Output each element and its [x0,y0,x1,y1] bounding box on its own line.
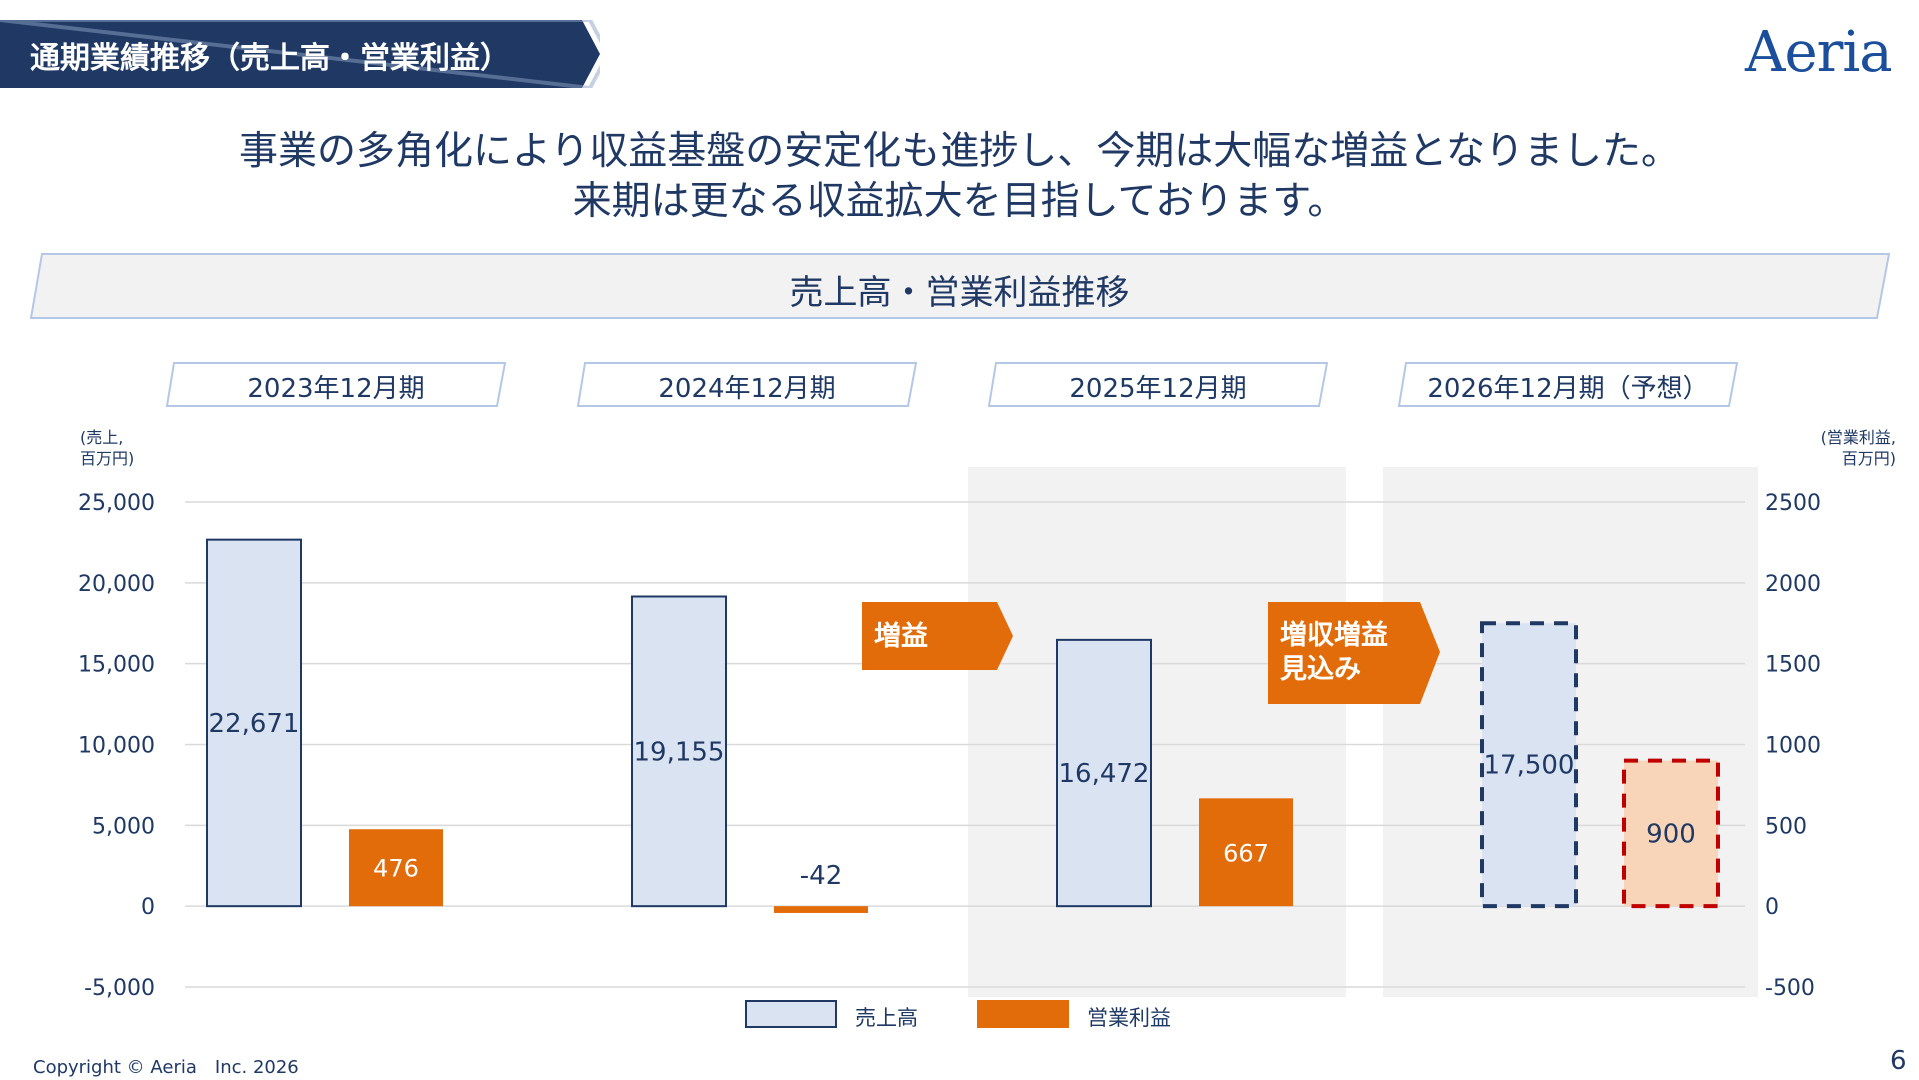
left-axis-unit: (売上, 百万円) [80,427,134,469]
profit-data-label: 900 [1646,819,1696,849]
legend-profit-label: 営業利益 [1087,1006,1171,1030]
left-axis-tick-label: 5,000 [92,814,155,839]
callout-label: 見込み [1280,654,1361,685]
sales-bar [631,595,727,908]
legend-sales-swatch [745,1000,837,1028]
profit-bar [774,906,868,913]
profit-bar [1622,758,1720,909]
headline-line-2: 来期は更なる収益拡大を目指しております。 [572,179,1347,224]
right-axis-unit-line2: 百万円) [1841,449,1896,468]
period-header-box [577,362,917,407]
right-axis-tick-label: 2500 [1765,491,1821,516]
period-header-2023: 2023年12月期 [247,374,425,404]
page-number: 6 [1890,1046,1907,1076]
callout-arrow [1268,602,1440,704]
sales-data-label: 16,472 [1059,759,1150,789]
right-axis-tick-label: 2000 [1765,572,1821,597]
right-axis-tick-label: 500 [1765,814,1807,839]
copyright: Copyright © Aeria Inc. 2026 [33,1057,299,1078]
legend-sales-label: 売上高 [855,1006,918,1030]
legend-profit-swatch [977,1000,1069,1028]
profit-bar [349,829,443,907]
left-axis-tick-label: 10,000 [78,734,155,759]
callout-arrow [862,602,1013,670]
period-header-2024: 2024年12月期 [658,374,836,404]
left-axis-tick-label: 15,000 [78,653,155,678]
headline-line-1: 事業の多角化により収益基盤の安定化も進捗し、今期は大幅な増益となりました。 [238,129,1681,174]
profit-data-label: 476 [373,855,419,883]
sales-data-label: 22,671 [209,709,300,739]
section-title: 通期業績推移（売上高・営業利益） [30,41,510,76]
left-axis-unit-line2: 百万円) [80,449,135,468]
left-axis-unit-line1: (売上, [80,428,124,447]
right-axis-tick-label: -500 [1765,976,1815,1001]
section-title-tab [0,20,600,88]
period-header-2025: 2025年12月期 [1069,374,1247,404]
profit-bar [1199,798,1293,907]
sales-bar [1056,638,1152,908]
highlight-column [968,467,1346,997]
sales-bar [206,538,302,908]
left-axis-tick-label: 0 [141,895,155,920]
period-header-2026: 2026年12月期（予想） [1427,374,1709,404]
right-axis-unit-line1: (営業利益, [1820,428,1896,447]
left-axis-tick-label: 25,000 [78,491,155,516]
profit-data-label: -42 [800,861,842,891]
chart-title: 売上高・営業利益推移 [789,273,1130,313]
callout-label: 増益 [874,620,928,652]
right-axis-tick-label: 1500 [1765,653,1821,678]
period-header-box [988,362,1328,407]
sales-data-label: 17,500 [1484,751,1575,781]
right-axis-tick-label: 0 [1765,895,1779,920]
period-header-box [1398,362,1738,407]
chart-title-band [30,253,1890,319]
profit-data-label: 667 [1223,839,1269,867]
left-axis-tick-label: -5,000 [84,976,155,1001]
aeria-logo: Aeria [1745,20,1893,85]
sales-bar [1480,621,1578,909]
callout-label: 増収増益 [1280,619,1388,651]
period-header-box [166,362,506,407]
sales-data-label: 19,155 [634,737,725,767]
right-axis-tick-label: 1000 [1765,734,1821,759]
left-axis-tick-label: 20,000 [78,572,155,597]
right-axis-unit: (営業利益, 百万円) [1756,427,1896,469]
